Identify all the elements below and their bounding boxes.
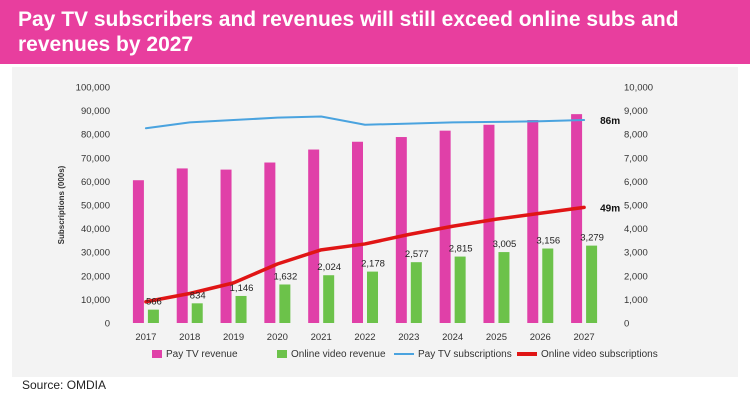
line-pay-tv-subscriptions [144,115,586,130]
x-tick-label: 2018 [179,332,200,343]
bar-online-video-revenue [367,271,378,323]
title-banner [0,0,750,64]
x-tick-label: 2019 [223,332,244,343]
legend-swatch [152,350,162,358]
x-tick-label: 2021 [311,332,332,343]
data-label-online-video-revenue: 2,024 [317,262,341,273]
end-label-online-video-subscriptions: 49m [600,203,620,214]
data-label-online-video-revenue: 566 [146,297,162,308]
x-tick-label: 2025 [486,332,507,343]
bar-online-video-revenue [323,275,335,323]
legend-label: Online video revenue [291,349,386,360]
x-tick-label: 2017 [135,332,156,343]
y-right-tick-label: 2,000 [624,271,648,282]
page-title: Pay TV subscribers and revenues will sti… [18,8,679,56]
y-right-tick-label: 5,000 [624,201,648,212]
y-right-tick-label: 6,000 [624,177,648,188]
bar-online-video-revenue [279,284,291,323]
y-right-tick-label: 7,000 [624,153,648,164]
x-tick-label: 2023 [398,332,419,343]
y-left-tick-label: 80,000 [81,130,110,141]
bar-pay-tv-revenue [527,120,539,323]
bar-online-video-revenue [410,262,422,323]
bar-pay-tv-revenue [176,168,188,323]
bar-pay-tv-revenue [483,124,495,323]
legend-label: Pay TV subscriptions [418,349,512,360]
bar-pay-tv-revenue [395,137,407,323]
y-right-tick-label: 9,000 [624,106,648,117]
y-right-tick-label: 3,000 [624,248,648,259]
y-right-tick-label: 1,000 [624,295,648,306]
y-left-tick-label: 90,000 [81,106,110,117]
data-label-online-video-revenue: 3,279 [580,233,604,244]
y-left-tick-label: 40,000 [81,224,110,235]
y-left-tick-label: 100,000 [76,83,110,94]
bar-pay-tv-revenue [352,141,363,323]
bar-online-video-revenue [191,303,203,323]
y-left-tick-label: 30,000 [81,248,110,259]
data-label-online-video-revenue: 3,156 [536,236,560,247]
y-right-tick-label: 4,000 [624,224,648,235]
bar-pay-tv-revenue [571,114,583,323]
bar-pay-tv-revenue [220,169,232,323]
data-label-online-video-revenue: 1,632 [273,271,297,282]
legend-label: Online video subscriptions [541,349,658,360]
bar-online-video-revenue [498,252,510,323]
chart-area: Subscriptions (000s) 0 10,000 20,000 30,000 4… [12,67,738,377]
y-right-tick-label: 8,000 [624,130,648,141]
chart: Subscriptions (000s) 0 10,000 20,000 30,000 4… [57,83,658,361]
y-left-tick-label: 50,000 [81,201,110,212]
x-tick-label: 2024 [442,332,463,343]
source-note: Source: OMDIA [22,378,107,392]
x-tick-label: 2027 [574,332,595,343]
y-left-tick-label: 60,000 [81,177,110,188]
bar-online-video-revenue [147,309,159,323]
data-label-online-video-revenue: 2,577 [405,249,429,260]
y-left-tick-label: 0 [105,319,110,330]
bar-online-video-revenue [542,248,554,323]
data-label-online-video-revenue: 1,146 [230,283,254,294]
y-axis-left-title: Subscriptions (000s) [57,165,66,244]
bar-pay-tv-revenue [132,180,144,323]
x-tick-label: 2020 [267,332,288,343]
end-label-pay-tv-subscriptions: 86m [600,116,620,127]
y-right-tick-label: 10,000 [624,83,653,94]
data-label-online-video-revenue: 2,178 [361,259,385,270]
bar-online-video-revenue [586,245,598,323]
bar-online-video-revenue [454,256,466,323]
bar-online-video-revenue [235,295,247,323]
data-label-online-video-revenue: 3,005 [493,239,517,250]
bar-pay-tv-revenue [308,149,320,323]
legend-label: Pay TV revenue [166,349,238,360]
data-label-online-video-revenue: 2,815 [449,244,473,255]
line-online-video-subscriptions [144,205,586,304]
x-tick-label: 2022 [354,332,375,343]
y-right-tick-label: 0 [624,319,629,330]
bar-pay-tv-revenue [264,162,276,323]
legend-swatch [277,350,287,358]
x-tick-label: 2026 [530,332,551,343]
y-left-tick-label: 10,000 [81,295,110,306]
data-label-online-video-revenue: 834 [190,290,206,301]
y-left-tick-label: 70,000 [81,153,110,164]
y-left-tick-label: 20,000 [81,271,110,282]
